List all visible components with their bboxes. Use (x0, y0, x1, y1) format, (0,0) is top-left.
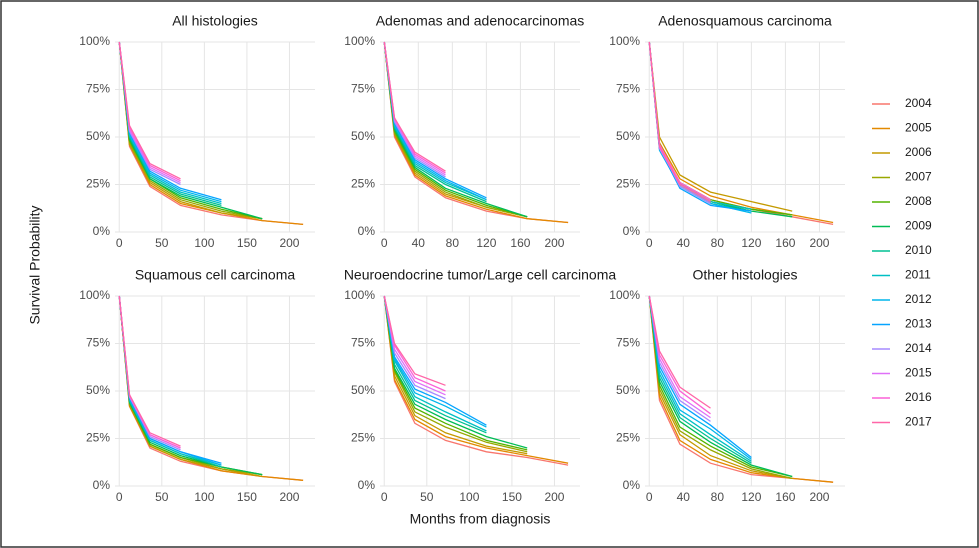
x-tick-label: 80 (711, 490, 725, 504)
legend-label: 2014 (905, 341, 932, 355)
x-tick-label: 0 (116, 490, 123, 504)
survival-curve (383, 41, 446, 172)
legend-label: 2013 (905, 317, 932, 331)
y-tick-label: 25% (86, 177, 110, 191)
y-tick-label: 75% (616, 336, 640, 350)
x-tick-label: 0 (381, 490, 388, 504)
x-tick-label: 50 (155, 490, 169, 504)
y-tick-label: 100% (344, 34, 375, 48)
x-tick-label: 150 (237, 490, 257, 504)
panel-title: Squamous cell carcinoma (135, 267, 296, 283)
legend-label: 2016 (905, 390, 932, 404)
panel-title: Neuroendocrine tumor/Large cell carcinom… (344, 267, 617, 283)
x-tick-label: 100 (194, 490, 214, 504)
x-tick-label: 160 (510, 236, 530, 250)
y-tick-label: 100% (609, 288, 640, 302)
y-tick-label: 0% (358, 478, 376, 492)
legend-label: 2004 (905, 96, 932, 110)
survival-curve (383, 295, 446, 386)
x-tick-label: 0 (646, 490, 653, 504)
y-tick-label: 0% (358, 224, 376, 238)
legend-label: 2009 (905, 219, 932, 233)
x-tick-label: 50 (420, 490, 434, 504)
survival-curve (118, 295, 181, 447)
y-tick-label: 75% (351, 336, 375, 350)
x-tick-label: 200 (809, 490, 829, 504)
x-tick-label: 0 (116, 236, 123, 250)
y-tick-label: 50% (616, 383, 640, 397)
y-axis-label: Survival Probability (27, 205, 43, 324)
legend-label: 2010 (905, 243, 932, 257)
y-tick-label: 25% (616, 177, 640, 191)
x-tick-label: 120 (476, 236, 496, 250)
x-tick-label: 120 (741, 236, 761, 250)
survival-curve (383, 295, 569, 464)
y-tick-label: 75% (86, 82, 110, 96)
y-tick-label: 75% (616, 82, 640, 96)
x-tick-label: 50 (155, 236, 169, 250)
panel-title: Adenomas and adenocarcinomas (376, 13, 585, 29)
x-tick-label: 40 (677, 490, 691, 504)
y-tick-label: 100% (609, 34, 640, 48)
y-tick-label: 100% (79, 34, 110, 48)
x-tick-label: 200 (279, 236, 299, 250)
x-tick-label: 80 (711, 236, 725, 250)
y-tick-label: 25% (351, 431, 375, 445)
panel-title: Other histologies (692, 267, 797, 283)
x-tick-label: 40 (412, 236, 426, 250)
x-tick-label: 200 (544, 236, 564, 250)
x-tick-label: 0 (646, 236, 653, 250)
legend-label: 2005 (905, 121, 932, 135)
legend-label: 2006 (905, 145, 932, 159)
x-tick-label: 0 (381, 236, 388, 250)
survival-curve (648, 295, 711, 409)
x-tick-label: 100 (459, 490, 479, 504)
survival-curve (648, 41, 711, 203)
x-tick-label: 150 (502, 490, 522, 504)
survival-curve (383, 295, 569, 466)
y-tick-label: 50% (351, 383, 375, 397)
legend-label: 2012 (905, 292, 932, 306)
y-tick-label: 25% (351, 177, 375, 191)
y-tick-label: 25% (616, 431, 640, 445)
survival-curve (118, 41, 181, 180)
legend-label: 2017 (905, 415, 932, 429)
legend-label: 2011 (905, 268, 931, 282)
x-tick-label: 100 (194, 236, 214, 250)
y-tick-label: 50% (86, 383, 110, 397)
y-tick-label: 0% (623, 224, 641, 238)
y-tick-label: 0% (623, 478, 641, 492)
y-tick-label: 50% (351, 129, 375, 143)
legend-label: 2007 (905, 170, 932, 184)
legend-label: 2008 (905, 194, 932, 208)
x-tick-label: 200 (279, 490, 299, 504)
panel-title: All histologies (172, 13, 258, 29)
y-tick-label: 50% (86, 129, 110, 143)
x-tick-label: 200 (544, 490, 564, 504)
x-tick-label: 160 (775, 236, 795, 250)
x-tick-label: 80 (446, 236, 460, 250)
x-tick-label: 120 (741, 490, 761, 504)
y-tick-label: 50% (616, 129, 640, 143)
y-tick-label: 100% (344, 288, 375, 302)
y-tick-label: 0% (93, 478, 111, 492)
y-tick-label: 100% (79, 288, 110, 302)
x-tick-label: 160 (775, 490, 795, 504)
y-tick-label: 75% (351, 82, 375, 96)
y-tick-label: 25% (86, 431, 110, 445)
y-tick-label: 0% (93, 224, 111, 238)
x-tick-label: 150 (237, 236, 257, 250)
x-tick-label: 200 (809, 236, 829, 250)
x-axis-label: Months from diagnosis (410, 511, 551, 527)
panel-title: Adenosquamous carcinoma (658, 13, 832, 29)
x-tick-label: 40 (677, 236, 691, 250)
survival-curve (383, 41, 569, 224)
y-tick-label: 75% (86, 336, 110, 350)
legend-label: 2015 (905, 366, 932, 380)
